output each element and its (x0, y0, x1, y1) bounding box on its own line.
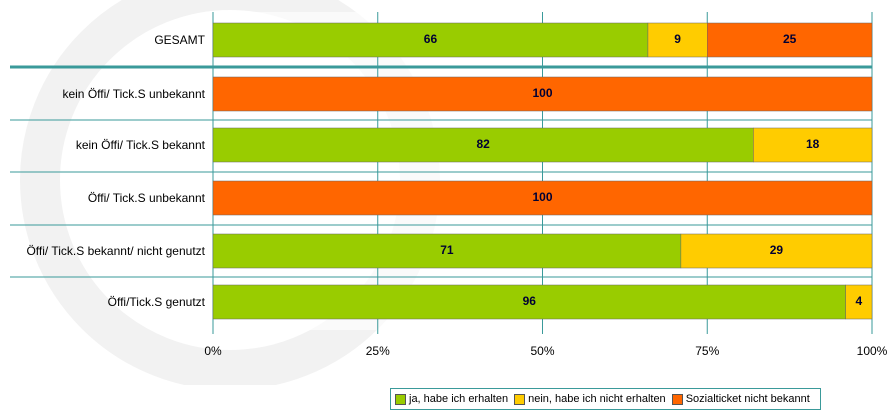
legend: ja, habe ich erhalten nein, habe ich nich… (390, 388, 821, 410)
bar-segment (212, 284, 846, 320)
bar-segment (212, 22, 649, 58)
plot: 0% 25% 50% 75% 100% 66 9 25 100 82 18 100 71 29 96 4 (10, 0, 888, 385)
category-label-box: GESAMT (0, 23, 205, 57)
data-label: 82 (477, 137, 491, 151)
legend-swatch (514, 393, 526, 405)
category-label-box: Öffi/ Tick.S bekannt/ nicht genutzt (0, 234, 205, 268)
data-label: 96 (523, 294, 537, 308)
legend-label: nein, habe ich nicht erhalten (528, 393, 666, 405)
bar-segment (212, 127, 754, 163)
legend-label: Sozialticket nicht bekannt (685, 393, 810, 405)
x-tick-label: 0% (204, 344, 222, 358)
category-label-box: Öffi/Tick.S genutzt (0, 285, 205, 319)
data-label: 18 (806, 137, 820, 151)
legend-swatch (395, 393, 406, 405)
data-label: 100 (532, 86, 552, 100)
data-label: 71 (440, 243, 454, 257)
bar-segment (680, 233, 873, 269)
data-label: 25 (783, 32, 797, 46)
category-label: Öffi/ Tick.S unbekannt (87, 190, 205, 205)
category-label: GESAMT (154, 32, 205, 47)
category-label-box: kein Öffi/ Tick.S unbekannt (0, 77, 205, 111)
data-label: 100 (532, 190, 552, 204)
legend-item: nein, habe ich nicht erhalten (514, 393, 666, 405)
bar-segment (212, 76, 873, 112)
legend-item: Sozialticket nicht bekannt (671, 393, 810, 405)
data-label: 66 (424, 32, 438, 46)
data-label: 29 (770, 243, 784, 257)
x-tick-label: 25% (366, 344, 390, 358)
bar-segment (707, 22, 873, 58)
data-label: 9 (674, 32, 681, 46)
x-tick-label: 75% (695, 344, 719, 358)
bar-segment (212, 180, 873, 216)
legend-label: ja, habe ich erhalten (409, 393, 509, 405)
category-label: Öffi/Tick.S genutzt (107, 294, 205, 309)
category-label-box: kein Öffi/ Tick.S bekannt (0, 128, 205, 162)
bar-segment (212, 233, 682, 269)
x-tick-label: 100% (857, 344, 888, 358)
category-label: Öffi/ Tick.S bekannt/ nicht genutzt (26, 243, 205, 258)
category-label: kein Öffi/ Tick.S unbekannt (62, 86, 205, 101)
category-label: kein Öffi/ Tick.S bekannt (75, 137, 205, 152)
bar-segment (845, 284, 873, 320)
x-tick-label: 50% (530, 344, 554, 358)
category-label-box: Öffi/ Tick.S unbekannt (0, 181, 205, 215)
legend-item: ja, habe ich erhalten (395, 393, 508, 405)
legend-swatch (671, 393, 683, 405)
bar-segment (753, 127, 873, 163)
data-label: 4 (855, 294, 862, 308)
